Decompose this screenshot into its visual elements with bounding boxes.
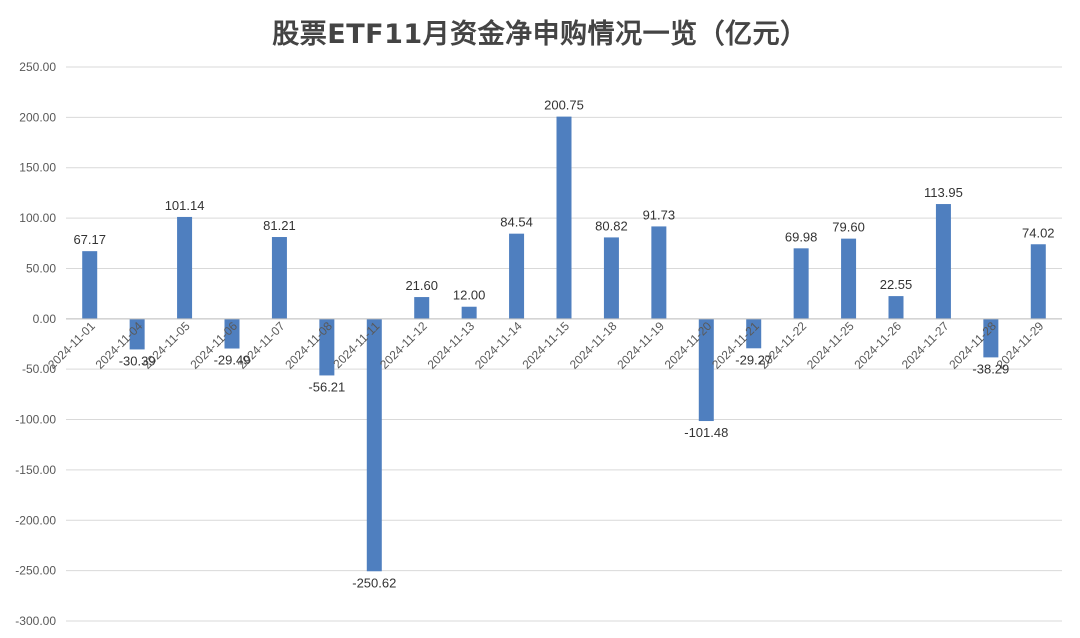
x-tick-label: 2024-11-18 — [567, 319, 620, 372]
data-label: -250.62 — [352, 575, 396, 590]
chart-title: 股票ETF11月资金净申购情况一览（亿元） — [272, 19, 808, 50]
data-label: -30.39 — [119, 353, 156, 368]
data-label: 21.60 — [405, 278, 438, 293]
data-label: 12.00 — [453, 288, 486, 303]
data-label: 81.21 — [263, 218, 296, 233]
data-label: 74.02 — [1022, 225, 1055, 240]
bar — [603, 237, 619, 319]
bar — [177, 216, 193, 319]
data-label: 91.73 — [643, 207, 676, 222]
bar — [129, 318, 145, 350]
bar — [1030, 244, 1046, 319]
y-tick-label: -250.00 — [15, 564, 56, 578]
data-label: -101.48 — [684, 425, 728, 440]
bar — [841, 238, 857, 319]
y-tick-label: -150.00 — [15, 463, 56, 477]
bar — [651, 226, 667, 319]
y-tick-label: -300.00 — [15, 614, 56, 628]
data-label: 69.98 — [785, 229, 818, 244]
y-tick-label: 250.00 — [19, 60, 56, 74]
x-tick-label: 2024-11-12 — [377, 319, 430, 372]
x-tick-label: 2024-11-14 — [472, 319, 525, 372]
bar — [414, 297, 430, 319]
data-labels: 67.17 -30.39 101.14 -29.49 81.21 -56.21 -250.6… — [73, 98, 1054, 591]
bar — [698, 318, 714, 422]
data-label: 79.60 — [832, 220, 865, 235]
x-tick-label: 2024-11-13 — [425, 319, 478, 372]
y-tick-label: 0.00 — [33, 312, 57, 326]
y-axis-tick-labels: 250.00 200.00 150.00 100.00 50.00 0.00 -50.00 -… — [15, 60, 56, 628]
data-label: -38.29 — [972, 361, 1009, 376]
bar — [366, 318, 382, 572]
bar — [793, 248, 809, 319]
y-tick-label: -200.00 — [15, 513, 56, 527]
x-tick-label: 2024-11-19 — [614, 319, 667, 372]
data-label: 200.75 — [544, 98, 584, 113]
bar — [509, 233, 525, 319]
bar — [935, 204, 951, 319]
bar — [983, 318, 999, 358]
bars — [82, 116, 1046, 572]
data-label: -56.21 — [308, 379, 345, 394]
data-label: -29.49 — [214, 353, 251, 368]
bar — [319, 318, 335, 376]
x-axis-tick-labels: 2024-11-012024-11-042024-11-052024-11-06… — [45, 319, 1046, 372]
x-tick-label: 2024-11-26 — [851, 319, 904, 372]
bar — [271, 237, 287, 319]
data-label: 113.95 — [924, 185, 963, 200]
y-tick-label: 150.00 — [19, 161, 56, 175]
x-tick-label: 2024-11-27 — [899, 319, 952, 372]
y-tick-label: -50.00 — [22, 362, 56, 376]
bar — [224, 318, 240, 349]
y-tick-label: 200.00 — [19, 110, 56, 124]
data-label: 80.82 — [595, 218, 628, 233]
x-tick-label: 2024-11-15 — [519, 319, 572, 372]
bar — [461, 306, 477, 319]
data-label: -29.27 — [735, 352, 772, 367]
x-tick-label: 2024-11-25 — [804, 319, 857, 372]
y-tick-label: 50.00 — [26, 261, 56, 275]
bar — [82, 251, 98, 319]
bar — [746, 318, 762, 349]
x-tick-label: 2024-11-01 — [45, 319, 98, 372]
bar — [556, 116, 572, 319]
y-tick-label: 100.00 — [19, 211, 56, 225]
y-tick-label: -100.00 — [15, 413, 56, 427]
data-label: 67.17 — [73, 232, 106, 247]
data-label: 22.55 — [880, 277, 913, 292]
data-label: 84.54 — [500, 215, 533, 230]
data-label: 101.14 — [165, 198, 205, 213]
bar — [888, 296, 904, 319]
